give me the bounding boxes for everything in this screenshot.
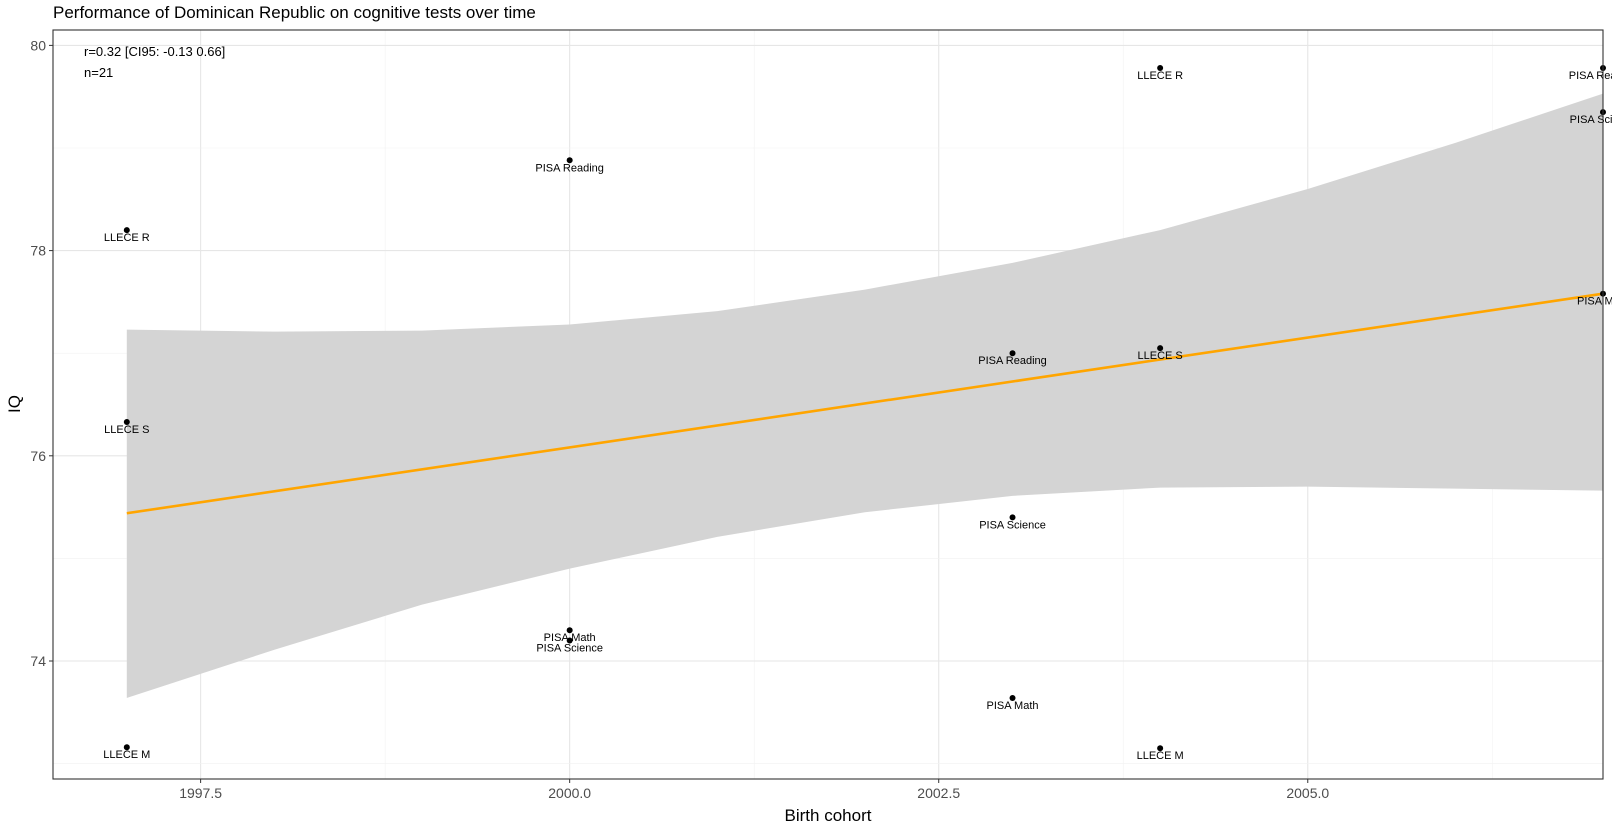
point-label: LLECE S (1138, 350, 1183, 362)
data-points-layer (123, 64, 1606, 752)
y-tick-label: 76 (30, 448, 46, 464)
x-tick-label: 2002.5 (917, 785, 960, 801)
point-label: PISA Math (544, 632, 596, 644)
regression-line (126, 292, 1604, 515)
grid-lines (53, 30, 1603, 779)
point-label: LLECE M (103, 749, 150, 761)
point-label: LLECE R (1137, 70, 1183, 82)
data-point (566, 627, 573, 634)
fit-line-layer (126, 292, 1604, 515)
data-point (123, 227, 130, 234)
x-axis-title: Birth cohort (785, 806, 872, 825)
y-axis-ticks: 74 76 78 80 (30, 37, 53, 669)
point-label: PISA Science (979, 519, 1046, 531)
point-label: PISA Science (1570, 114, 1612, 126)
x-tick-label: 2005.0 (1286, 785, 1329, 801)
data-point (1009, 694, 1016, 701)
point-label: LLECE S (104, 424, 149, 436)
x-tick-label: 1997.5 (179, 785, 222, 801)
point-label: PISA Math (987, 700, 1039, 712)
point-label: PISA Reading (535, 162, 604, 174)
data-point (1157, 345, 1164, 352)
annotation-n: n=21 (84, 65, 113, 80)
point-label: LLECE M (1137, 750, 1184, 762)
data-point (123, 418, 130, 425)
data-point (1009, 514, 1016, 521)
point-label: PISA Reading (978, 355, 1047, 367)
y-tick-label: 74 (30, 653, 46, 669)
data-point (1157, 745, 1164, 752)
point-label: LLECE R (104, 232, 150, 244)
data-point (1157, 64, 1164, 71)
data-point (566, 157, 573, 164)
y-tick-label: 80 (30, 37, 46, 53)
point-label: PISA Math (1577, 296, 1612, 308)
data-point (1009, 350, 1016, 357)
chart-title: Performance of Dominican Republic on cog… (53, 3, 536, 22)
point-label: PISA Science (536, 642, 603, 654)
point-label: PISA Reading (1569, 70, 1612, 82)
y-axis-title: IQ (5, 395, 24, 413)
data-point (566, 637, 573, 644)
x-tick-label: 2000.0 (548, 785, 591, 801)
y-tick-label: 78 (30, 243, 46, 259)
data-point (123, 744, 130, 751)
confidence-band (126, 93, 1603, 698)
plot-border (52, 29, 1604, 780)
annotation-correlation: r=0.32 [CI95: -0.13 0.66] (84, 44, 225, 59)
ci-band-layer (126, 93, 1603, 698)
